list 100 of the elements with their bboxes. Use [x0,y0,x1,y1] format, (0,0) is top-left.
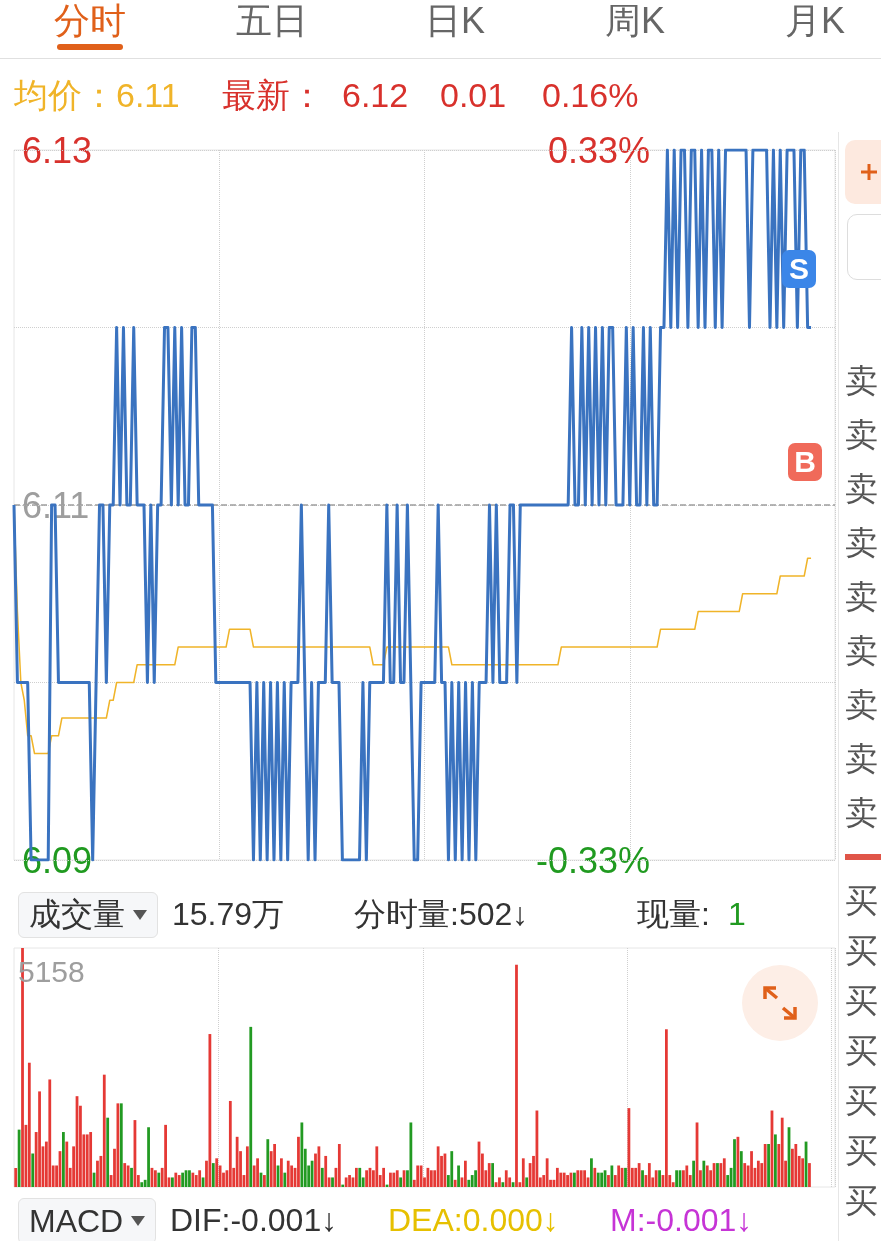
text: 最新： [222,76,324,116]
bar [664,1029,668,1187]
bar [31,1153,35,1187]
bar [457,1165,460,1187]
bar [579,1170,583,1187]
text: 买 [845,932,878,970]
bar [399,1177,403,1187]
bar [85,1134,89,1187]
bar [283,1172,287,1187]
bar [409,1122,413,1187]
bar [174,1172,178,1187]
bar [382,1167,386,1187]
bar [634,1167,638,1187]
bar [102,1074,106,1187]
text: 卖 [845,470,878,508]
bar [566,1175,569,1187]
text: 分时 [54,0,126,42]
bar [96,1160,99,1187]
bar [256,1158,259,1187]
bar [590,1158,593,1187]
bar [191,1172,195,1187]
text: 买 [845,1032,878,1070]
text: 卖 [845,686,878,724]
bar [767,1143,770,1187]
text: 分时量:502↓ [354,896,529,933]
bar [317,1146,321,1187]
text: 月K [784,0,846,42]
bar [791,1148,794,1187]
bar [286,1160,290,1187]
bar [348,1175,351,1187]
bar [733,1139,736,1187]
bar [157,1172,161,1187]
bar [280,1158,283,1187]
bar [596,1172,600,1187]
bar [300,1122,304,1187]
annotation: S [782,250,816,288]
bar [743,1163,747,1187]
bar [750,1151,753,1187]
bar [266,1139,270,1187]
bar [763,1143,767,1187]
bar [515,964,518,1187]
bar [215,1158,219,1187]
bar [525,1177,529,1187]
text: 成交量 [18,892,158,938]
bar [297,1136,300,1187]
bar [198,1170,202,1187]
bar [467,1179,471,1187]
bar [62,1132,65,1187]
bar [228,1100,232,1187]
bar [739,1151,743,1187]
bar [654,1170,658,1187]
bar [27,1062,31,1187]
bar [358,1167,362,1187]
bar [501,1182,505,1187]
bar [38,1091,41,1187]
bar [392,1172,396,1187]
text: M:-0.001↓ [610,1202,753,1239]
bar [607,1175,610,1187]
bar [140,1182,144,1187]
text: DIF:-0.001↓ [170,1202,338,1239]
bar [65,1141,69,1187]
text: DEA:0.000↓ [388,1202,559,1239]
bar [593,1167,597,1187]
bar [211,1163,215,1187]
bar [344,1177,348,1187]
text: 买 [845,982,878,1020]
bar [208,1034,212,1187]
bar [171,1177,174,1187]
bar [675,1170,678,1187]
bar [463,1160,467,1187]
text: 日K [424,0,486,42]
text: 五日 [236,0,308,42]
text: 均价：6.11 [14,76,180,116]
bar [624,1167,627,1187]
y-tick-label: 6.09 [22,839,93,881]
text: 买 [845,1132,878,1170]
bar [702,1160,706,1187]
bar [610,1165,614,1187]
y2-tick-label: 0.33% [547,129,650,171]
bar [808,1163,811,1187]
bar [89,1132,93,1187]
text: 卖 [845,632,878,670]
text: 0.01 [440,76,507,116]
bar [354,1167,358,1187]
bar [559,1172,563,1187]
text: 卖 [845,416,878,454]
bar [716,1163,719,1187]
text: 买 [845,882,878,920]
bar [641,1170,644,1187]
bar [337,1143,341,1187]
bar [658,1170,661,1187]
text: 买 [845,1182,878,1220]
text: 周K [604,0,666,42]
bar [573,1172,576,1187]
bar [756,1160,760,1187]
bar [555,1167,559,1187]
bar [324,1155,328,1187]
text: 买 [845,1082,878,1120]
bar [498,1177,501,1187]
text: 15.79万 [172,896,285,933]
